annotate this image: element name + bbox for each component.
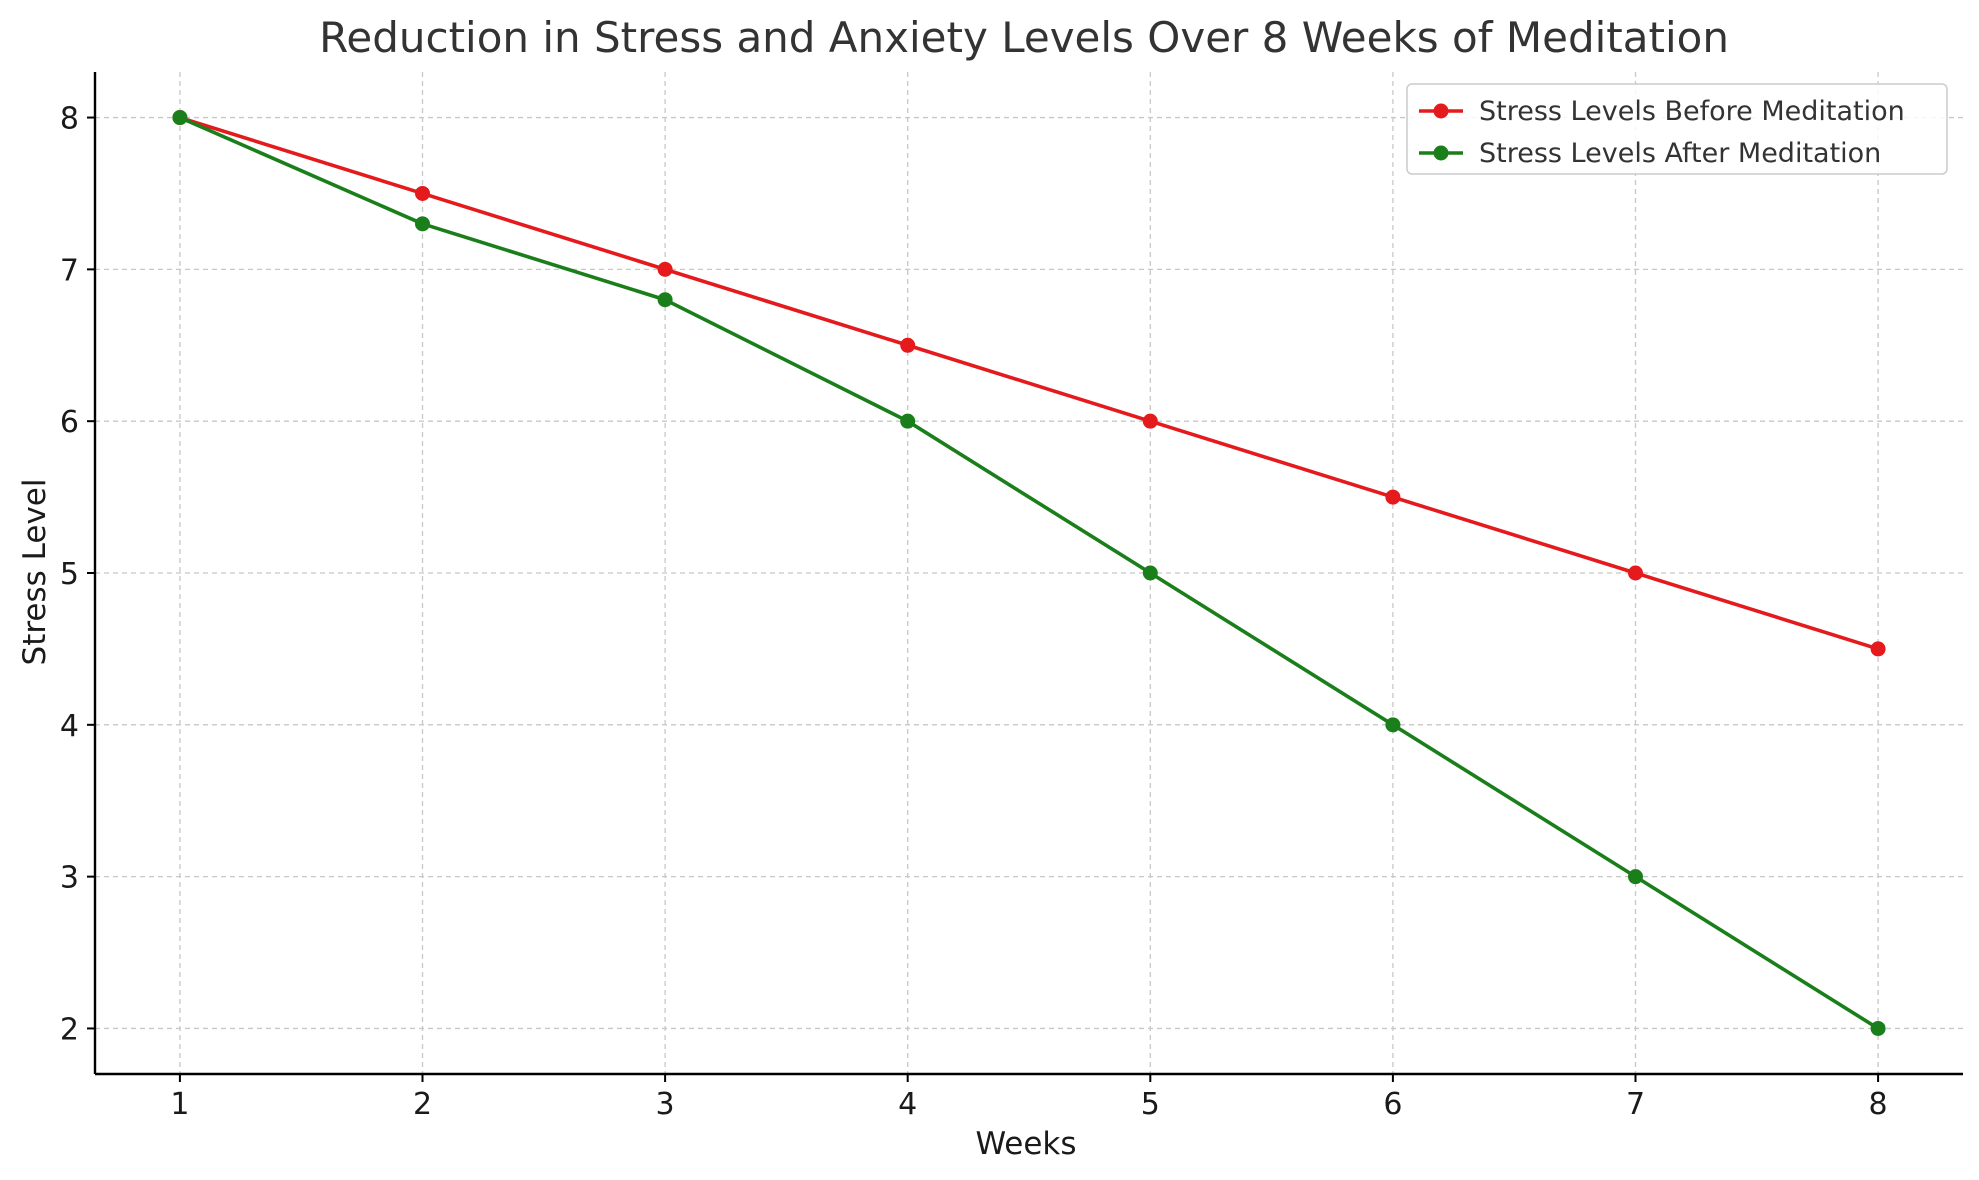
data-point [900,413,916,429]
series-2 [172,110,1886,1036]
y-tick-label: 6 [60,405,79,440]
data-point [1627,565,1643,581]
y-tick-label: 4 [60,709,79,744]
legend-label: Stress Levels After Meditation [1479,138,1881,169]
x-tick-label: 2 [413,1087,432,1122]
data-point [657,292,673,308]
data-point [1385,717,1401,733]
legend-swatch-marker [1433,103,1449,119]
x-tick-label: 4 [898,1087,917,1122]
y-tick-label: 2 [60,1012,79,1047]
data-point [657,261,673,277]
x-axis-ticks: 1 2 3 4 5 6 7 8 [170,1074,1888,1122]
chart-title: Reduction in Stress and Anxiety Levels O… [319,13,1729,62]
data-point [900,337,916,353]
legend-item: Stress Levels After Meditation [1419,138,1881,169]
data-point [172,110,188,126]
legend-item: Stress Levels Before Meditation [1419,96,1905,127]
x-tick-label: 8 [1869,1087,1888,1122]
y-axis-ticks: 2 3 4 5 6 7 8 [60,102,95,1047]
data-point [1870,1020,1886,1036]
y-tick-label: 7 [60,253,79,288]
series-line [179,115,1879,651]
legend-label: Stress Levels Before Meditation [1479,96,1905,127]
x-tick-label: 1 [170,1087,189,1122]
data-point [415,185,431,201]
grid-layer [95,72,1963,1074]
y-tick-label: 3 [60,861,79,896]
x-axis-label: Weeks [975,1126,1076,1162]
data-point [415,216,431,232]
data-point [1870,641,1886,657]
x-tick-label: 5 [1141,1087,1160,1122]
x-tick-label: 7 [1626,1087,1645,1122]
data-point [1385,489,1401,505]
legend-swatch-marker [1433,145,1449,161]
data-point [1142,413,1158,429]
y-axis-label: Stress Level [17,479,53,666]
series-1 [172,110,1886,657]
x-tick-label: 6 [1383,1087,1402,1122]
series-line [179,115,1880,1030]
y-tick-label: 5 [60,557,79,592]
legend: Stress Levels Before Meditation Stress Le… [1406,83,1948,175]
data-point [1627,869,1643,885]
data-point [1142,565,1158,581]
legend-box [1406,83,1948,175]
x-tick-label: 3 [656,1087,675,1122]
series-layer [172,110,1886,1036]
y-tick-label: 8 [60,102,79,137]
